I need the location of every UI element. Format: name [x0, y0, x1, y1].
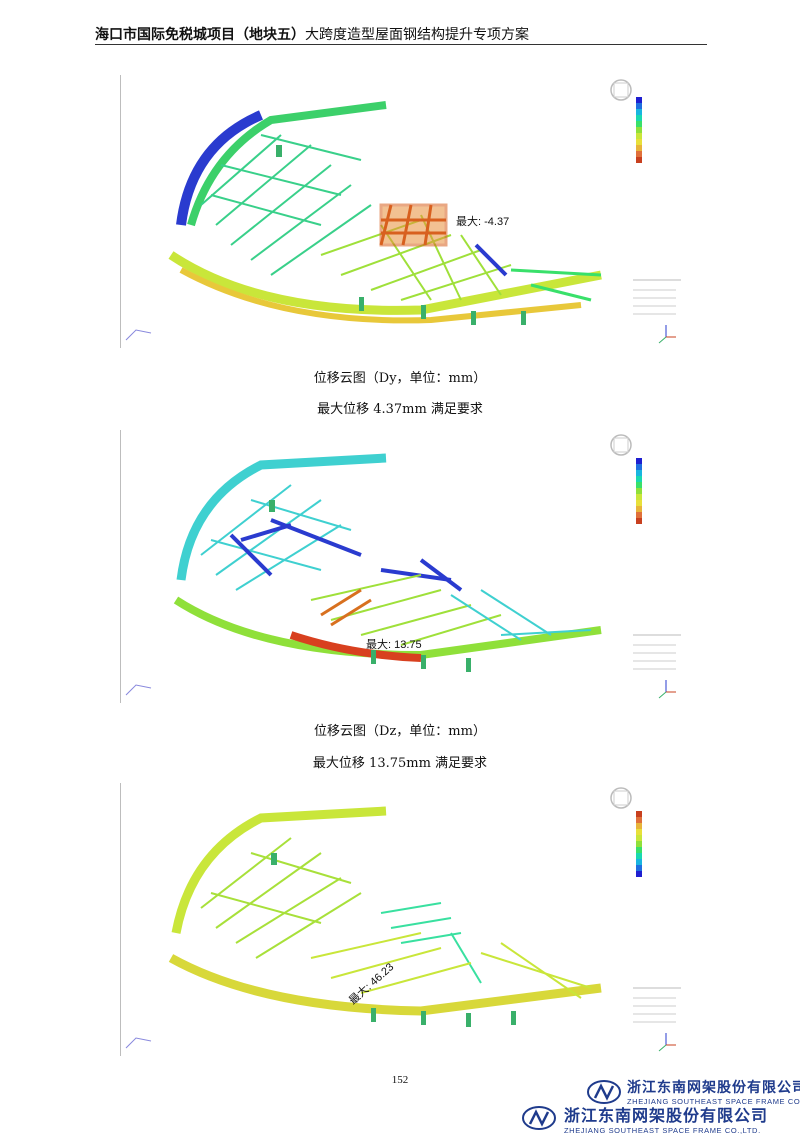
figure-dy-contour: 最大: -4.37 [120, 75, 684, 348]
axis-triad-icon [658, 680, 676, 699]
header-title-bold: 海口市国际免税城项目（地块五） [95, 27, 305, 43]
company-name-cn: 浙江东南网架股份有限公司 [564, 1106, 769, 1125]
structure-mesh [168, 101, 602, 325]
contour-legend [636, 811, 642, 877]
global-axis-icon [125, 329, 152, 341]
figure-3-contour: 最大: 46.23 [120, 783, 684, 1056]
contour-legend [636, 458, 642, 524]
axis-triad-icon [658, 1033, 676, 1052]
figure-dz-svg: 最大: 13.75 [125, 434, 681, 699]
info-panel [633, 987, 681, 1023]
axis-triad-icon [658, 325, 676, 344]
company-name-en: ZHEJIANG SOUTHEAST SPACE FRAME CO.,LTD. [627, 1097, 800, 1106]
figure-2-note: 最大位移 13.75mm 满足要求 [312, 756, 488, 771]
figure-dy-svg: 最大: -4.37 [125, 79, 681, 344]
figure-1-note: 最大位移 4.37mm 满足要求 [317, 402, 483, 417]
view-cube-icon [610, 79, 632, 101]
figure-2-caption: 位移云图（Dz，单位：mm） [314, 724, 486, 739]
header-rule [95, 44, 707, 45]
figure-1-caption: 位移云图（Dy，单位：mm） [313, 371, 487, 386]
figure-3-svg: 最大: 46.23 [125, 787, 681, 1052]
max-displacement-label: 最大: -4.37 [456, 214, 509, 228]
company-name-cn: 浙江东南网架股份有限公司 [627, 1080, 800, 1096]
max-displacement-label: 最大: 13.75 [366, 637, 422, 651]
company-emblem-icon [587, 1079, 621, 1104]
global-axis-icon [125, 1037, 152, 1049]
contour-legend [636, 97, 642, 163]
structure-mesh [173, 453, 602, 672]
company-logo-top: 浙江东南网架股份有限公司 ZHEJIANG SOUTHEAST SPACE FR… [587, 1077, 800, 1106]
structure-mesh [168, 806, 602, 1027]
info-panel [633, 634, 681, 670]
page-number: 152 [391, 1074, 409, 1086]
global-axis-icon [125, 684, 152, 696]
company-name-en: ZHEJIANG SOUTHEAST SPACE FRAME CO.,LTD. [564, 1126, 761, 1135]
company-emblem-icon [522, 1105, 556, 1130]
header-title-rest: 大跨度造型屋面钢结构提升专项方案 [305, 27, 529, 43]
company-logo-bottom: 浙江东南网架股份有限公司 ZHEJIANG SOUTHEAST SPACE FR… [522, 1102, 768, 1135]
view-cube-icon [610, 434, 632, 456]
page-header: 海口市国际免税城项目（地块五）大跨度造型屋面钢结构提升专项方案 [95, 24, 707, 46]
view-cube-icon [610, 787, 632, 809]
figure-dz-contour: 最大: 13.75 [120, 430, 684, 703]
info-panel [633, 279, 681, 315]
